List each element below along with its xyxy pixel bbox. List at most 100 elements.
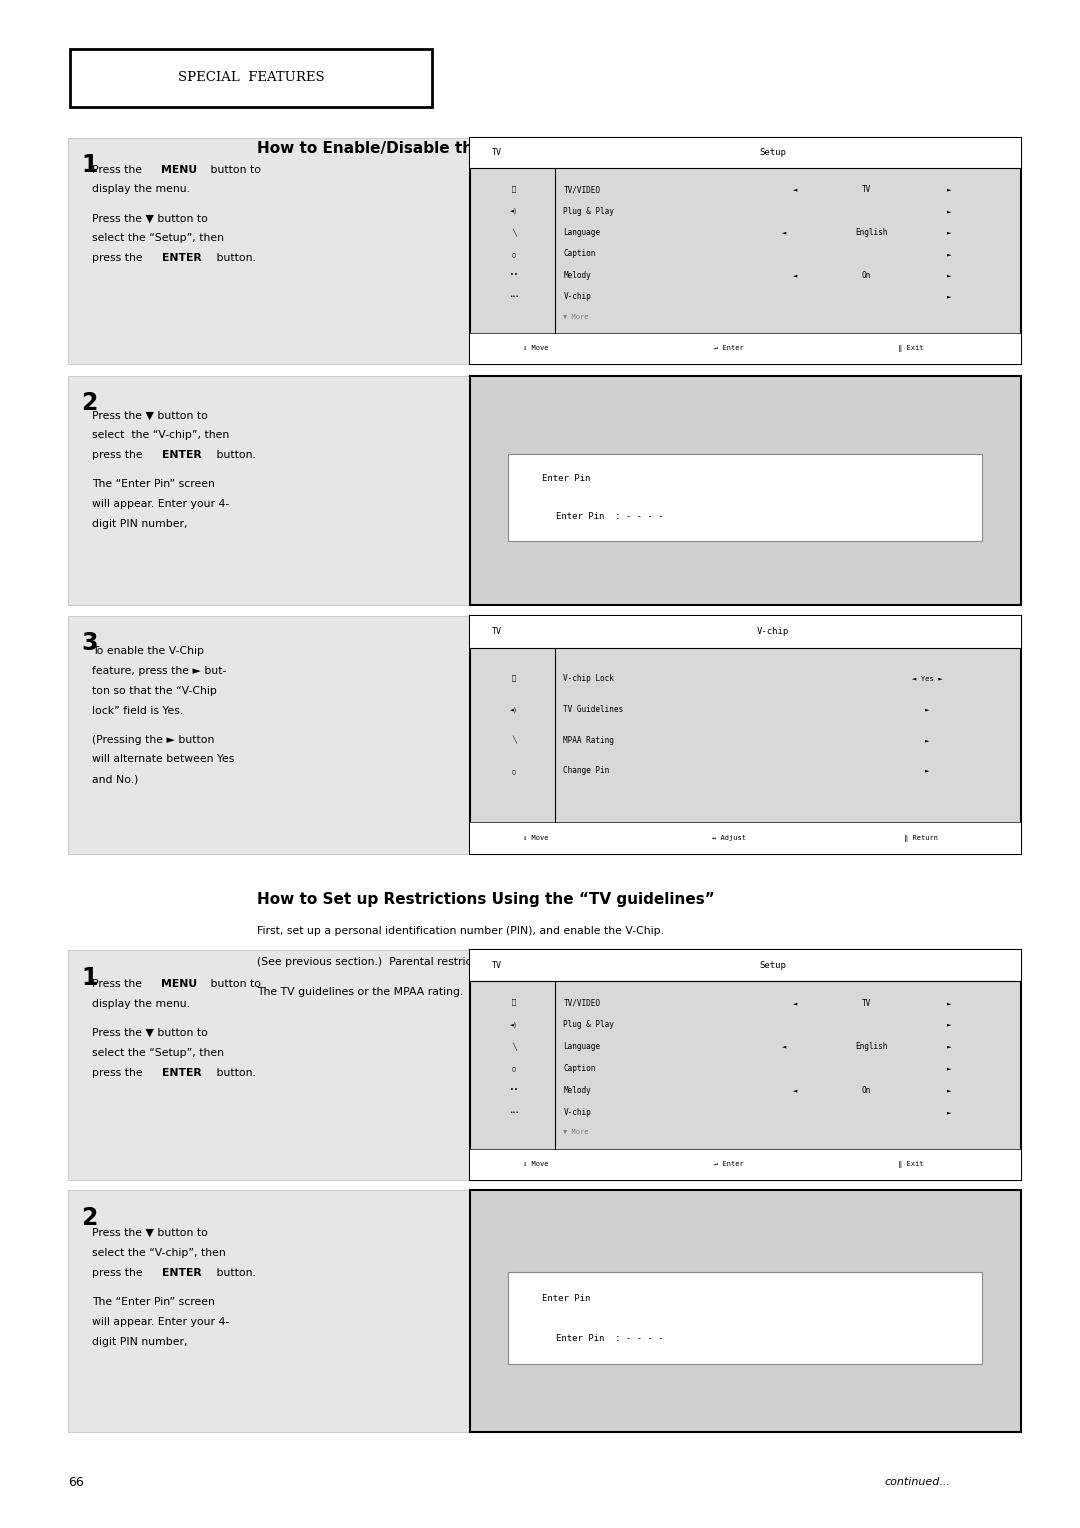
Text: (See previous section.)  Parental restrictions can be set up using either of two: (See previous section.) Parental restric…	[257, 957, 737, 967]
Text: button.: button.	[213, 1068, 256, 1077]
Text: ◄): ◄)	[510, 706, 518, 712]
Text: (Pressing the ► button: (Pressing the ► button	[92, 735, 214, 744]
Bar	[470, 616, 1021, 648]
Text: ►: ►	[947, 186, 951, 193]
Text: and No.): and No.)	[92, 775, 138, 784]
Text: ►: ►	[947, 293, 951, 299]
Bar	[470, 138, 1021, 168]
Text: TV: TV	[491, 148, 502, 157]
Bar	[70, 49, 432, 107]
Text: Press the: Press the	[92, 979, 146, 989]
Text: button.: button.	[213, 254, 256, 263]
Text: Language: Language	[564, 1042, 600, 1051]
Text: ►: ►	[947, 1088, 951, 1093]
Text: ‖ Exit: ‖ Exit	[897, 345, 923, 351]
Bar	[68, 376, 1016, 605]
Text: English: English	[855, 1042, 888, 1051]
Text: ○: ○	[512, 251, 516, 257]
Text: will appear. Enter your 4-: will appear. Enter your 4-	[92, 1317, 229, 1326]
Text: ◄: ◄	[793, 1088, 797, 1093]
Text: Melody: Melody	[564, 1086, 591, 1094]
Text: 2: 2	[81, 391, 97, 416]
Text: ↕ Move: ↕ Move	[523, 836, 549, 840]
Text: On: On	[862, 1086, 870, 1094]
Text: button to: button to	[207, 165, 261, 174]
Text: button to: button to	[207, 979, 261, 989]
Text: Press the ▼ button to: Press the ▼ button to	[92, 1028, 207, 1038]
Text: ‖ Exit: ‖ Exit	[897, 1161, 923, 1167]
Bar	[509, 1273, 982, 1365]
Text: feature, press the ► but-: feature, press the ► but-	[92, 666, 226, 675]
Text: ►: ►	[924, 769, 929, 775]
Text: The TV guidelines or the MPAA rating.: The TV guidelines or the MPAA rating.	[257, 987, 463, 998]
Text: press the: press the	[92, 1068, 146, 1077]
Text: TV/VIDEO: TV/VIDEO	[564, 999, 600, 1007]
Text: ↵ Enter: ↵ Enter	[714, 345, 743, 351]
Text: First, set up a personal identification number (PIN), and enable the V-Chip.: First, set up a personal identification …	[257, 926, 664, 937]
Bar	[470, 950, 1021, 981]
Text: Caption: Caption	[564, 1063, 596, 1073]
Text: V-chip: V-chip	[757, 628, 788, 636]
Text: Press the ▼ button to: Press the ▼ button to	[92, 214, 207, 223]
Text: English: English	[855, 228, 888, 237]
Text: press the: press the	[92, 451, 146, 460]
Text: ►: ►	[947, 1065, 951, 1071]
Text: ton so that the “V-Chip: ton so that the “V-Chip	[92, 686, 217, 695]
Text: ENTER: ENTER	[162, 254, 201, 263]
Text: Setup: Setup	[759, 961, 786, 970]
Text: Press the ▼ button to: Press the ▼ button to	[92, 1229, 207, 1238]
Bar	[68, 616, 1016, 854]
Text: How to Enable/Disable the V-Chip: How to Enable/Disable the V-Chip	[257, 141, 544, 156]
Text: ►: ►	[947, 1022, 951, 1028]
Text: select the “V-chip”, then: select the “V-chip”, then	[92, 1248, 226, 1258]
Text: 1: 1	[81, 966, 97, 990]
Text: How to Set up Restrictions Using the “TV guidelines”: How to Set up Restrictions Using the “TV…	[257, 892, 715, 908]
Text: ↕ Move: ↕ Move	[523, 1161, 549, 1167]
Text: MENU: MENU	[161, 165, 197, 174]
Text: ⎕: ⎕	[512, 186, 516, 193]
Bar	[68, 138, 1016, 364]
Text: Change Pin: Change Pin	[564, 767, 610, 776]
Text: Enter Pin  : - - - -: Enter Pin : - - - -	[556, 512, 663, 521]
Bar	[470, 616, 1021, 854]
Text: press the: press the	[92, 254, 146, 263]
Bar	[68, 950, 1016, 1180]
Text: TV Guidelines: TV Guidelines	[564, 704, 623, 714]
Text: ►: ►	[947, 208, 951, 214]
Text: Caption: Caption	[564, 249, 596, 258]
Text: ╲: ╲	[512, 228, 516, 237]
Text: Enter Pin  : - - - -: Enter Pin : - - - -	[556, 1334, 663, 1343]
Text: 1: 1	[81, 153, 97, 177]
Text: ○: ○	[512, 769, 516, 775]
Text: ▼ More: ▼ More	[564, 1129, 589, 1135]
Text: TV: TV	[491, 961, 502, 970]
Text: On: On	[862, 270, 870, 280]
Text: •••: •••	[509, 295, 518, 299]
Text: 3: 3	[81, 631, 97, 656]
Text: Plug & Play: Plug & Play	[564, 1021, 615, 1030]
Bar	[470, 822, 1021, 854]
Text: ►: ►	[947, 1001, 951, 1005]
Text: select the “Setup”, then: select the “Setup”, then	[92, 234, 224, 243]
Text: ►: ►	[947, 272, 951, 278]
Text: lock” field is Yes.: lock” field is Yes.	[92, 706, 183, 715]
Text: V-chip: V-chip	[564, 292, 591, 301]
Bar	[470, 376, 1021, 605]
Text: 66: 66	[68, 1476, 84, 1488]
Text: ◄: ◄	[793, 1001, 797, 1005]
Text: TV: TV	[491, 628, 502, 636]
Text: ◄: ◄	[782, 1044, 786, 1050]
Text: ○: ○	[512, 1065, 516, 1071]
Text: Melody: Melody	[564, 270, 591, 280]
Text: ►: ►	[924, 736, 929, 743]
Text: To enable the V-Chip: To enable the V-Chip	[92, 646, 204, 656]
Text: •••: •••	[509, 1109, 518, 1114]
Bar	[509, 454, 982, 541]
Text: digit PIN number,: digit PIN number,	[92, 1337, 187, 1346]
Text: MENU: MENU	[161, 979, 197, 989]
Bar	[470, 1190, 1021, 1432]
Text: Language: Language	[564, 228, 600, 237]
Text: select  the “V-chip”, then: select the “V-chip”, then	[92, 431, 229, 440]
Text: ◄): ◄)	[510, 1022, 518, 1028]
Text: ↕ Move: ↕ Move	[523, 345, 549, 351]
